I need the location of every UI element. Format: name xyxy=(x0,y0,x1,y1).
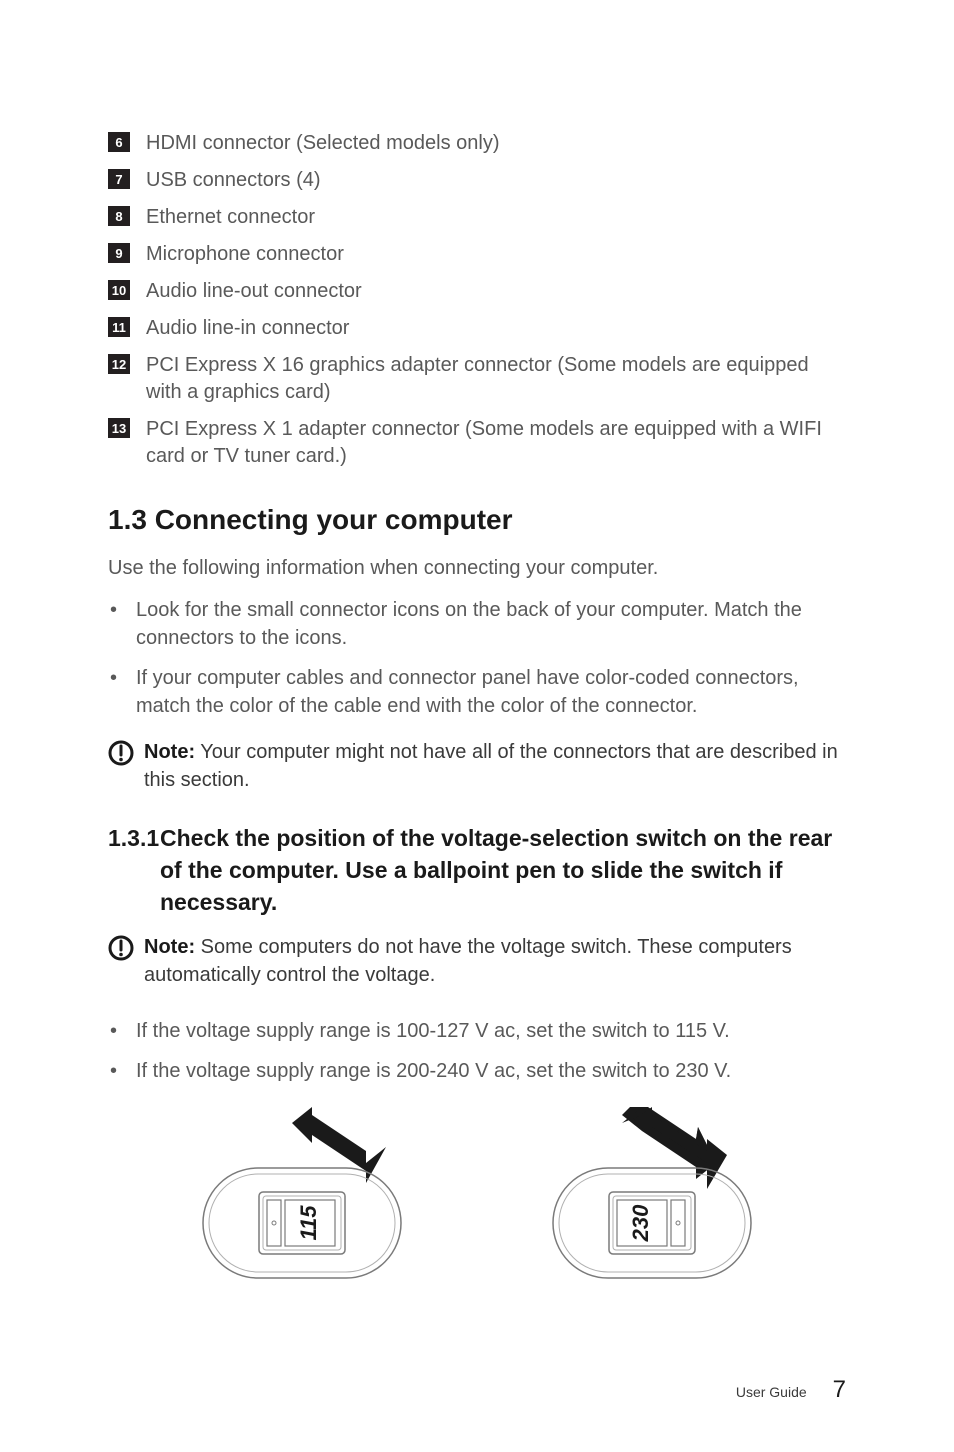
subsection-title-text: Check the position of the voltage-select… xyxy=(160,825,832,915)
item-text: PCI Express X 16 graphics adapter connec… xyxy=(146,352,846,406)
list-item: 12 PCI Express X 16 graphics adapter con… xyxy=(108,352,846,406)
list-item: 10 Audio line-out connector xyxy=(108,278,846,305)
attention-icon xyxy=(108,935,134,966)
item-number-badge: 9 xyxy=(108,243,130,263)
item-text: Microphone connector xyxy=(146,241,344,268)
item-number-badge: 13 xyxy=(108,418,130,438)
list-item: 7 USB connectors (4) xyxy=(108,167,846,194)
item-text: HDMI connector (Selected models only) xyxy=(146,130,499,157)
bullet-item: If the voltage supply range is 100-127 V… xyxy=(108,1017,846,1045)
list-item: 6 HDMI connector (Selected models only) xyxy=(108,130,846,157)
note-block: Note: Your computer might not have all o… xyxy=(108,738,846,794)
section-bullet-list: Look for the small connector icons on th… xyxy=(108,596,846,720)
item-text: Audio line-in connector xyxy=(146,315,349,342)
page-number: 7 xyxy=(833,1376,846,1404)
note-block: Note: Some computers do not have the vol… xyxy=(108,933,846,989)
note-body: Some computers do not have the voltage s… xyxy=(144,936,792,986)
voltage-switch-illustrations: 115 xyxy=(108,1107,846,1292)
list-item: 13 PCI Express X 1 adapter connector (So… xyxy=(108,416,846,470)
voltage-switch-230-image: 230 xyxy=(547,1107,757,1292)
svg-text:115: 115 xyxy=(296,1204,321,1240)
item-text: PCI Express X 1 adapter connector (Some … xyxy=(146,416,846,470)
connector-list: 6 HDMI connector (Selected models only) … xyxy=(108,130,846,470)
page-footer: User Guide 7 xyxy=(736,1376,846,1404)
list-item: 8 Ethernet connector xyxy=(108,204,846,231)
item-number-badge: 10 xyxy=(108,280,130,300)
note-label: Note: xyxy=(144,936,195,958)
item-text: Ethernet connector xyxy=(146,204,315,231)
voltage-switch-115-image: 115 xyxy=(197,1107,407,1292)
footer-label: User Guide xyxy=(736,1384,807,1400)
note-label: Note: xyxy=(144,741,195,763)
bullet-item: Look for the small connector icons on th… xyxy=(108,596,846,652)
bullet-item: If the voltage supply range is 200-240 V… xyxy=(108,1057,846,1085)
item-number-badge: 8 xyxy=(108,206,130,226)
subsection-heading: 1.3.1 Check the position of the voltage-… xyxy=(108,822,846,919)
item-number-badge: 6 xyxy=(108,132,130,152)
bullet-item: If your computer cables and connector pa… xyxy=(108,664,846,720)
item-number-badge: 11 xyxy=(108,317,130,337)
list-item: 11 Audio line-in connector xyxy=(108,315,846,342)
note-body: Your computer might not have all of the … xyxy=(144,741,838,791)
note-text: Note: Some computers do not have the vol… xyxy=(144,933,846,989)
item-text: Audio line-out connector xyxy=(146,278,362,305)
voltage-bullet-list: If the voltage supply range is 100-127 V… xyxy=(108,1017,846,1085)
subsection-number: 1.3.1 xyxy=(108,822,160,854)
list-item: 9 Microphone connector xyxy=(108,241,846,268)
item-number-badge: 7 xyxy=(108,169,130,189)
item-number-badge: 12 xyxy=(108,354,130,374)
section-heading: 1.3 Connecting your computer xyxy=(108,504,846,536)
attention-icon xyxy=(108,740,134,771)
note-text: Note: Your computer might not have all o… xyxy=(144,738,846,794)
section-lead-text: Use the following information when conne… xyxy=(108,554,846,582)
svg-text:230: 230 xyxy=(628,1203,653,1241)
item-text: USB connectors (4) xyxy=(146,167,321,194)
